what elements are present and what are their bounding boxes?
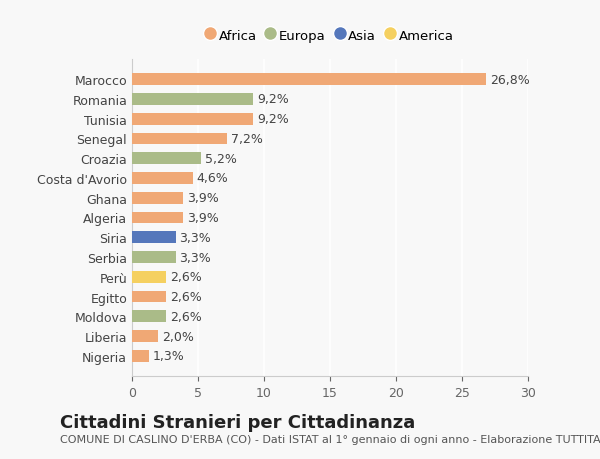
Legend: Africa, Europa, Asia, America: Africa, Europa, Asia, America (203, 25, 457, 46)
Bar (132, 291, 166, 303)
Bar (132, 311, 166, 323)
Text: 9,2%: 9,2% (257, 113, 289, 126)
Text: 5,2%: 5,2% (205, 152, 236, 165)
Text: Cittadini Stranieri per Cittadinanza: Cittadini Stranieri per Cittadinanza (60, 413, 415, 431)
Text: 2,6%: 2,6% (170, 271, 202, 284)
Bar (132, 173, 193, 185)
Text: 26,8%: 26,8% (490, 73, 529, 86)
Text: 3,9%: 3,9% (187, 212, 219, 224)
Text: 3,9%: 3,9% (187, 192, 219, 205)
Text: 2,0%: 2,0% (163, 330, 194, 343)
Text: 7,2%: 7,2% (231, 133, 263, 146)
Bar (132, 94, 253, 106)
Bar (132, 113, 253, 125)
Text: 3,3%: 3,3% (179, 231, 211, 244)
Bar (132, 271, 166, 283)
Bar (132, 133, 227, 145)
Text: 3,3%: 3,3% (179, 251, 211, 264)
Text: 4,6%: 4,6% (197, 172, 229, 185)
Bar (132, 330, 158, 342)
Bar (132, 350, 149, 362)
Bar (132, 232, 176, 244)
Text: COMUNE DI CASLINO D'ERBA (CO) - Dati ISTAT al 1° gennaio di ogni anno - Elaboraz: COMUNE DI CASLINO D'ERBA (CO) - Dati IST… (60, 434, 600, 444)
Bar (132, 252, 176, 263)
Text: 2,6%: 2,6% (170, 310, 202, 323)
Bar (132, 74, 486, 86)
Bar (132, 192, 184, 204)
Text: 1,3%: 1,3% (153, 350, 185, 363)
Text: 2,6%: 2,6% (170, 291, 202, 303)
Bar (132, 212, 184, 224)
Bar (132, 153, 200, 165)
Text: 9,2%: 9,2% (257, 93, 289, 106)
